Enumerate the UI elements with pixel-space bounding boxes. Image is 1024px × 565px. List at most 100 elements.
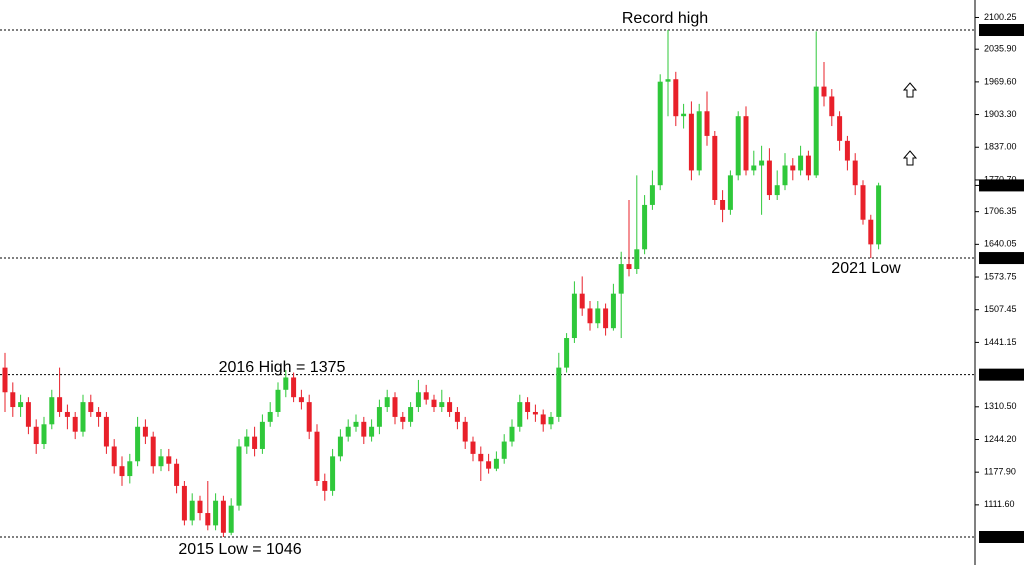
candle-body [517, 402, 523, 427]
candle-body [400, 416, 406, 422]
y-tick-label: 1640.05 [984, 239, 1017, 249]
annotation: 2016 High = 1375 [219, 359, 346, 376]
level-label-box [979, 24, 1024, 37]
candle-body [720, 200, 726, 210]
candle-body [618, 264, 624, 294]
candle-body [72, 416, 78, 432]
candle-body [259, 421, 265, 449]
candle-body [376, 407, 382, 427]
candle-body [626, 264, 632, 270]
level-label: 1046.41 [984, 531, 1017, 541]
candle-body [837, 116, 843, 141]
y-tick-label: 1573.75 [984, 271, 1017, 281]
candle-body [696, 111, 702, 171]
candle-body [782, 165, 788, 186]
candle-body [181, 485, 187, 521]
candle-body [735, 116, 741, 176]
candle-body [603, 308, 609, 329]
candle-body [283, 377, 289, 390]
y-tick-label: 1903.30 [984, 109, 1017, 119]
candle-body [96, 411, 102, 417]
candle-body [439, 402, 445, 408]
candle-body [470, 441, 476, 454]
candle-body [275, 389, 281, 412]
y-tick-label: 1441.15 [984, 337, 1017, 347]
candle-body [361, 421, 367, 437]
candle-body [244, 436, 250, 447]
candle-body [41, 424, 47, 445]
level-label-box [979, 368, 1024, 381]
candle-body [673, 79, 679, 117]
candle-body [213, 500, 219, 526]
candle-body [80, 402, 86, 432]
candle-body [88, 402, 94, 412]
last-price-box [979, 179, 1024, 192]
candle-body [587, 308, 593, 324]
candle-body [252, 436, 258, 449]
y-tick-label: 1770.70 [984, 174, 1017, 184]
candle-body [10, 392, 16, 408]
level-label: 1612.25 [984, 252, 1017, 262]
candle-body [415, 392, 421, 408]
y-tick-label: 1969.60 [984, 76, 1017, 86]
candle-body [431, 399, 437, 408]
candle-body [166, 456, 172, 464]
candle-body [447, 402, 453, 412]
candle-body [688, 113, 694, 171]
candle-body [220, 500, 226, 533]
candle-body [322, 480, 328, 491]
candle-body [509, 426, 515, 442]
candle-body [595, 308, 601, 324]
candle-body [150, 436, 156, 467]
candle-body [236, 446, 242, 506]
candle-body [462, 421, 468, 442]
candle-body [548, 416, 554, 425]
candle-body [64, 411, 70, 417]
candle-body [790, 165, 796, 171]
candle-body [197, 500, 203, 514]
candle-body [228, 505, 234, 533]
y-tick-label: 2100.25 [984, 12, 1017, 22]
candle-body [751, 165, 757, 171]
candle-body [657, 81, 663, 186]
level-label: 1375.73 [984, 369, 1017, 379]
candle-body [579, 293, 585, 309]
candle-body [571, 293, 577, 339]
candle-body [649, 185, 655, 205]
candle-body [727, 175, 733, 210]
candle-body [353, 421, 359, 427]
candle-body [860, 185, 866, 220]
candle-body [49, 397, 55, 425]
candle-body [330, 456, 336, 491]
candle-body [759, 160, 765, 166]
level-label-box [979, 530, 1024, 543]
candle-body [876, 185, 882, 245]
candle-body [798, 155, 804, 171]
y-tick-label: 1507.45 [984, 304, 1017, 314]
candle-body [158, 456, 164, 467]
candle-body [634, 249, 640, 270]
candle-body [610, 293, 616, 329]
candle-body [829, 96, 835, 117]
candle-body [704, 111, 710, 136]
candle-body [306, 402, 312, 432]
candle-body [556, 367, 562, 417]
candle-body [852, 160, 858, 186]
candle-body [712, 135, 718, 201]
candle-body [314, 431, 320, 481]
up-arrow [902, 82, 918, 166]
y-tick-label: 1706.35 [984, 206, 1017, 216]
candle-body [111, 446, 117, 467]
annotation: 2015 Low = 1046 [178, 541, 301, 558]
candle-body [821, 86, 827, 97]
last-price-label: 1759.61 [984, 180, 1017, 190]
candle-body [369, 426, 375, 437]
candle-body [766, 160, 772, 196]
candle-body [337, 436, 343, 457]
candle-body [665, 79, 671, 82]
y-tick-label: 2035.90 [984, 44, 1017, 54]
candle-body [743, 116, 749, 171]
y-tick-label: 1111.60 [984, 499, 1015, 509]
candle-body [805, 155, 811, 176]
